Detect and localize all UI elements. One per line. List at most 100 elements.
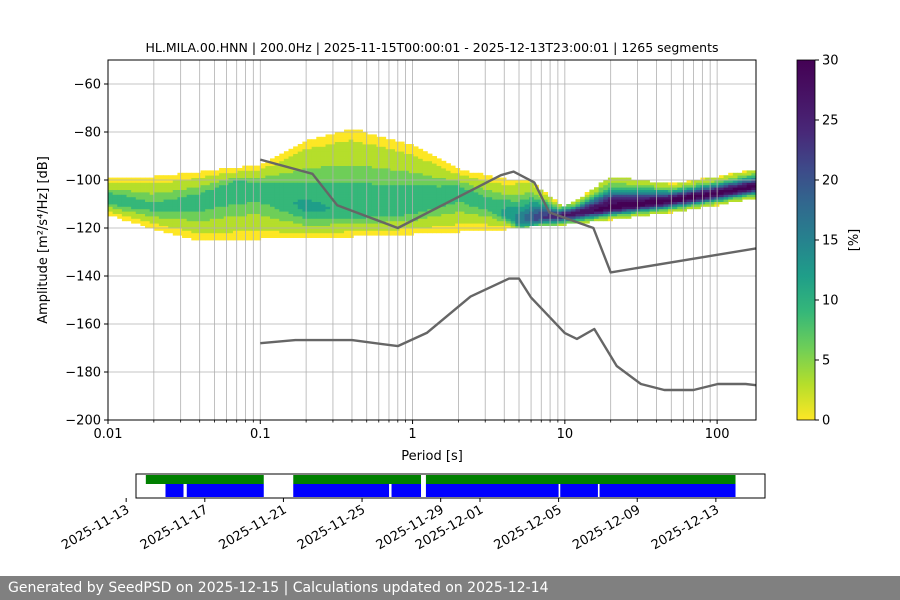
heatmap-cell [219, 235, 225, 238]
heatmap-cell [270, 213, 276, 217]
heatmap-cell [339, 180, 345, 183]
heatmap-cell [311, 165, 317, 169]
heatmap-cell [246, 182, 252, 186]
heatmap-cell [316, 160, 322, 164]
heatmap-cell [496, 206, 502, 210]
heatmap-cell [344, 230, 350, 234]
heatmap-cell [121, 208, 127, 212]
heatmap-cell [746, 182, 752, 186]
heatmap-cell [450, 201, 456, 205]
heatmap-cell [242, 213, 248, 217]
heatmap-cell [455, 189, 461, 193]
heatmap-cell [242, 216, 248, 219]
heatmap-cell [334, 139, 340, 142]
heatmap-cell [168, 204, 174, 207]
heatmap-cell [121, 204, 127, 207]
heatmap-cell [390, 144, 396, 147]
heatmap-cell [418, 170, 424, 174]
heatmap-cell [172, 225, 178, 229]
heatmap-cell [260, 187, 266, 190]
heatmap-cell [418, 220, 424, 224]
heatmap-cell [469, 225, 475, 229]
heatmap-cell [297, 232, 303, 236]
heatmap-cell [478, 180, 484, 183]
heatmap-cell [228, 177, 234, 181]
heatmap-cell [640, 208, 646, 212]
heatmap-cell [575, 206, 581, 210]
heatmap-cell [478, 177, 484, 181]
heatmap-cell [311, 194, 317, 198]
heatmap-cell [357, 129, 363, 133]
heatmap-cell [288, 189, 294, 193]
heatmap-cell [427, 223, 433, 226]
heatmap-cell [566, 204, 572, 207]
heatmap-cell [205, 237, 211, 241]
heatmap-cell [399, 228, 405, 231]
heatmap-cell [418, 204, 424, 207]
heatmap-cell [408, 232, 414, 236]
heatmap-cell [242, 175, 248, 178]
heatmap-cell [172, 182, 178, 186]
heatmap-cell [265, 228, 271, 231]
heatmap-cell [649, 184, 655, 188]
psd-heatmap [108, 129, 756, 241]
heatmap-cell [422, 151, 428, 154]
heatmap-cell [302, 175, 308, 178]
heatmap-cell [334, 187, 340, 190]
heatmap-cell [584, 201, 590, 205]
heatmap-cell [399, 160, 405, 164]
heatmap-cell [149, 218, 155, 222]
heatmap-cell [464, 208, 470, 212]
heatmap-cell [663, 204, 669, 207]
heatmap-cell [344, 213, 350, 217]
heatmap-cell [631, 204, 637, 207]
heatmap-cell [195, 184, 201, 188]
y-axis-ticks: −200−180−160−140−120−100−80−60 [65, 78, 108, 429]
heatmap-cell [367, 141, 373, 145]
heatmap-cell [506, 182, 512, 186]
heatmap-cell [427, 177, 433, 181]
heatmap-cell [177, 223, 183, 226]
heatmap-cell [515, 199, 521, 202]
heatmap-cell [260, 230, 266, 234]
heatmap-cell [445, 208, 451, 212]
heatmap-cell [427, 192, 433, 195]
heatmap-cell [348, 136, 354, 140]
heatmap-cell [718, 192, 724, 195]
heatmap-cell [219, 206, 225, 210]
heatmap-cell [325, 187, 331, 190]
heatmap-cell [154, 177, 160, 181]
ppsd-plot-area: 0.01 0.1 1 10 100 −200−180−160−140−120−100−8… [65, 59, 757, 442]
heatmap-cell [316, 146, 322, 150]
heatmap-cell [506, 225, 512, 229]
heatmap-cell [432, 228, 438, 231]
heatmap-cell [742, 194, 748, 198]
psd-availability-bar [293, 484, 390, 497]
heatmap-cell [408, 201, 414, 205]
heatmap-cell [371, 160, 377, 164]
heatmap-cell [566, 213, 572, 217]
heatmap-cell [668, 211, 674, 214]
heatmap-cell [325, 153, 331, 157]
heatmap-cell [256, 216, 262, 219]
heatmap-cell [404, 192, 410, 195]
heatmap-cell [145, 211, 151, 214]
heatmap-cell [279, 223, 285, 226]
heatmap-cell [348, 134, 354, 138]
heatmap-cell [126, 206, 132, 210]
heatmap-cell [145, 220, 151, 224]
heatmap-cell [274, 232, 280, 236]
heatmap-cell [367, 180, 373, 183]
heatmap-cell [450, 218, 456, 222]
heatmap-cell [297, 196, 303, 200]
heatmap-cell [367, 146, 373, 150]
heatmap-cell [617, 192, 623, 195]
heatmap-cell [251, 194, 257, 198]
heatmap-cell [195, 192, 201, 195]
heatmap-cell [362, 216, 368, 219]
heatmap-cell [357, 225, 363, 229]
heatmap-cell [288, 148, 294, 152]
heatmap-cell [422, 192, 428, 195]
heatmap-cell [265, 225, 271, 229]
heatmap-cell [404, 211, 410, 214]
